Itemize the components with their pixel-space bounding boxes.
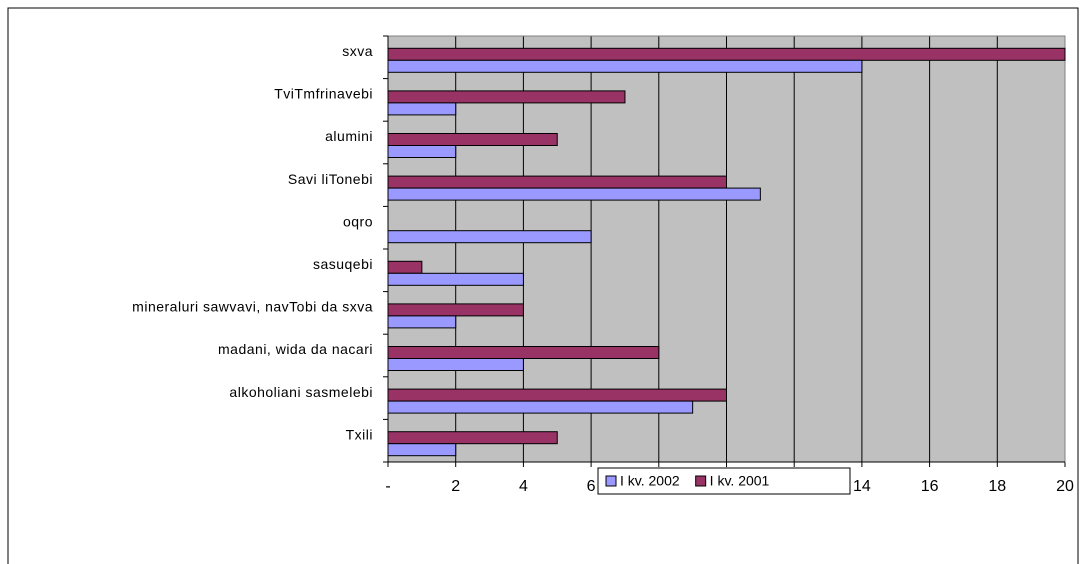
bar <box>387 133 558 146</box>
x-tick-label: 6 <box>587 478 596 495</box>
bar <box>387 145 457 158</box>
bar <box>387 230 592 244</box>
bar <box>387 443 457 457</box>
legend-label: I kv. 2002 <box>620 473 680 489</box>
y-tick-label: mineraluri sawvavi, navTobi da sxva <box>132 299 373 315</box>
y-tick-label: Savi liTonebi <box>288 171 373 187</box>
bar <box>387 346 660 359</box>
bar <box>387 272 524 286</box>
x-tick-label: 18 <box>988 478 1006 495</box>
x-tick-label: 2 <box>451 478 460 495</box>
bar <box>387 315 457 329</box>
legend-box <box>597 467 851 495</box>
bar <box>387 260 423 274</box>
bar <box>387 102 457 116</box>
bar <box>387 400 694 414</box>
x-tick-label: 4 <box>519 478 528 495</box>
y-tick-label: sasuqebi <box>313 256 373 272</box>
bar <box>387 388 727 402</box>
bar <box>387 431 558 445</box>
bar <box>387 47 1066 61</box>
bar <box>387 175 727 189</box>
y-tick-label: madani, wida da nacari <box>218 341 373 357</box>
x-tick-label: 16 <box>921 478 939 495</box>
legend-swatch <box>695 475 707 487</box>
legend-label: I kv. 2001 <box>710 473 770 489</box>
y-tick-label: alkoholiani sasmelebi <box>229 384 373 400</box>
y-tick-label: oqro <box>343 213 373 229</box>
y-tick-label: TviTmfrinavebi <box>274 86 373 102</box>
bar <box>387 90 626 104</box>
bar <box>387 59 863 73</box>
legend-swatch <box>605 475 617 487</box>
y-tick-label: Txili <box>346 426 373 442</box>
x-tick-label: 20 <box>1056 478 1074 495</box>
x-tick-label: 14 <box>853 478 871 495</box>
bar <box>387 358 524 371</box>
bar <box>387 187 761 201</box>
y-tick-label: alumini <box>325 128 373 144</box>
y-tick-label: sxva <box>342 43 373 59</box>
x-tick-label: - <box>385 478 390 495</box>
bar <box>387 303 524 317</box>
